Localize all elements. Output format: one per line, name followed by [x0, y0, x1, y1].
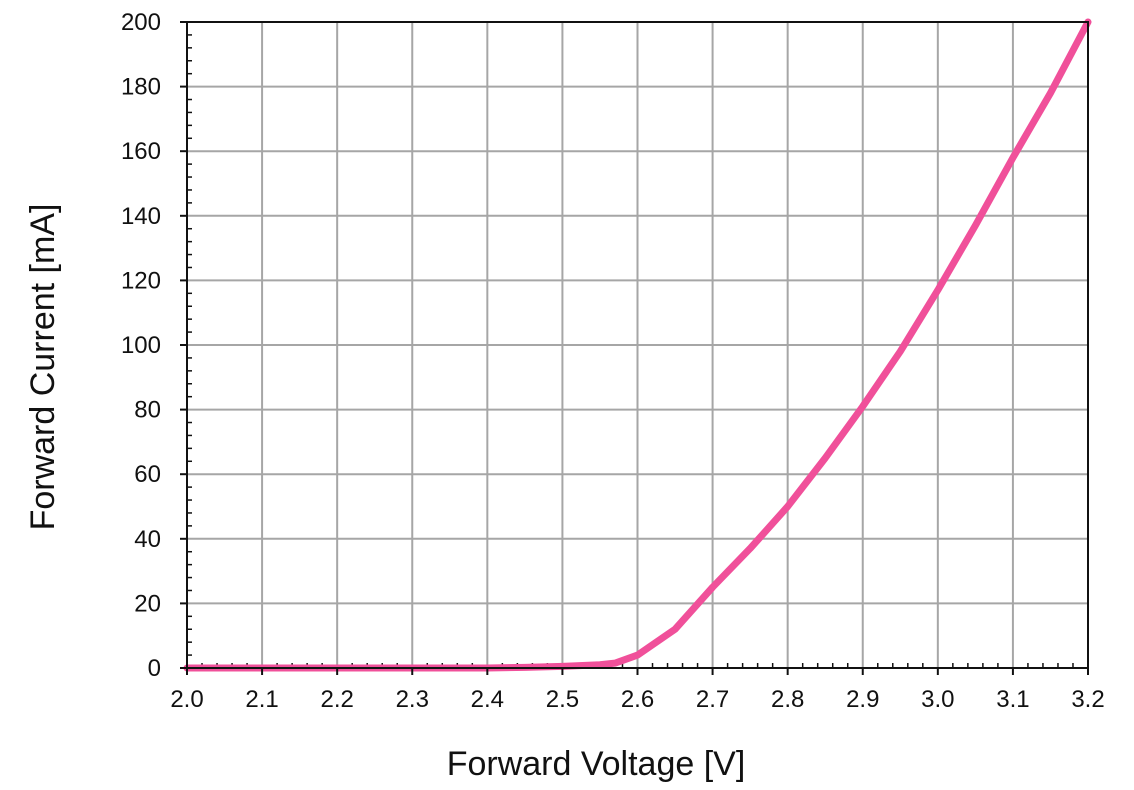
x-tick-label: 2.9: [846, 686, 879, 713]
x-tick-label: 2.2: [320, 686, 353, 713]
y-tick-label: 60: [134, 461, 161, 488]
grid: [187, 22, 1088, 668]
y-tick-label: 20: [134, 590, 161, 617]
y-tick-label: 200: [121, 9, 161, 36]
x-axis-title: Forward Voltage [V]: [447, 745, 746, 783]
axes: [180, 21, 1089, 675]
x-tick-label: 2.1: [245, 686, 278, 713]
y-tick-label: 120: [121, 267, 161, 294]
x-tick-label: 2.7: [696, 686, 729, 713]
y-tick-label: 100: [121, 332, 161, 359]
y-tick-labels: 0 20 40 60 80 100 120 140 160 180 200: [121, 9, 161, 682]
x-tick-label: 2.4: [471, 686, 504, 713]
y-tick-label: 180: [121, 74, 161, 101]
x-tick-label: 2.5: [546, 686, 579, 713]
y-tick-label: 140: [121, 203, 161, 230]
x-tick-label: 3.2: [1071, 686, 1104, 713]
x-tick-labels: 2.0 2.1 2.2 2.3 2.4 2.5 2.6 2.7 2.8 2.9 3.0 3.1 3.2: [170, 686, 1104, 713]
y-tick-label: 80: [134, 397, 161, 424]
x-tick-label: 2.8: [771, 686, 804, 713]
y-tick-label: 40: [134, 526, 161, 553]
y-tick-label: 0: [148, 655, 161, 682]
x-tick-label: 2.6: [621, 686, 654, 713]
minor-ticks: [187, 34, 1074, 668]
x-tick-label: 3.0: [921, 686, 954, 713]
x-tick-label: 3.1: [996, 686, 1029, 713]
y-tick-label: 160: [121, 138, 161, 165]
y-axis-title: Forward Current [mA]: [24, 204, 62, 531]
x-tick-label: 2.3: [396, 686, 429, 713]
x-tick-label: 2.0: [170, 686, 203, 713]
